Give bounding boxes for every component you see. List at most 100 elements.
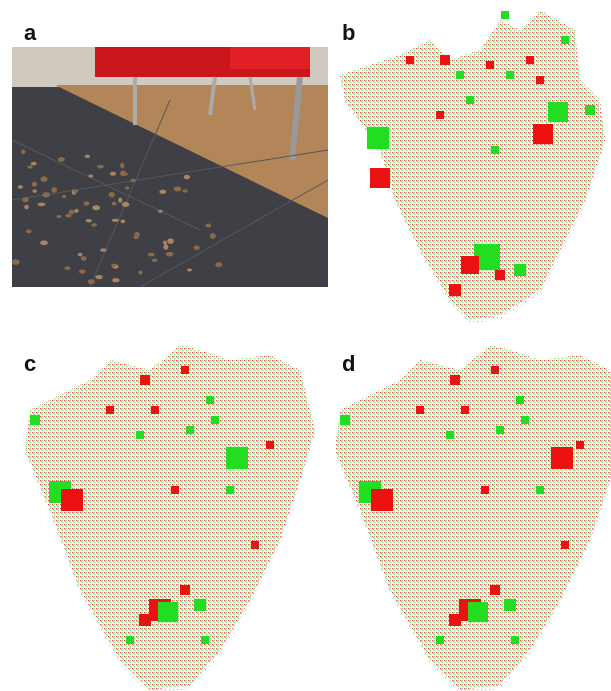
pebble — [167, 238, 174, 244]
keypoint — [504, 599, 516, 611]
keypoint — [561, 541, 569, 549]
keypoint — [511, 636, 519, 644]
keypoint — [561, 36, 569, 44]
pebble — [92, 205, 100, 210]
pebble — [78, 253, 83, 256]
keypoint — [416, 406, 424, 414]
keypoint — [136, 431, 144, 439]
keypoint — [126, 636, 134, 644]
panel-label: b — [342, 20, 355, 45]
photo — [12, 47, 328, 287]
pebble — [206, 224, 212, 228]
pebble — [112, 278, 120, 282]
pebble — [73, 189, 78, 192]
keypoint — [436, 636, 444, 644]
pebble — [122, 202, 130, 207]
keypoint — [533, 124, 553, 144]
keypoint — [158, 602, 178, 622]
pebble — [85, 155, 90, 158]
pebble — [182, 189, 187, 192]
keypoint — [536, 76, 544, 84]
pebble — [187, 268, 192, 271]
pebble — [121, 219, 125, 223]
pebble — [174, 186, 182, 191]
keypoint — [490, 585, 500, 595]
keypoint — [536, 486, 544, 494]
pebble — [38, 203, 46, 207]
keypoint — [491, 366, 499, 374]
pebble — [24, 205, 29, 209]
pebble — [215, 262, 222, 267]
keypoint — [194, 599, 206, 611]
keypoint — [548, 102, 568, 122]
keypoint — [140, 375, 150, 385]
keypoint — [449, 614, 461, 626]
keypoint — [495, 270, 505, 280]
pebble — [138, 271, 142, 275]
keypoint — [151, 406, 159, 414]
pebble — [120, 163, 124, 169]
pebble — [12, 259, 20, 265]
keypoint — [468, 602, 488, 622]
keypoint — [491, 146, 499, 154]
pebble — [21, 150, 25, 155]
pebble — [86, 219, 92, 222]
pebble — [166, 252, 174, 257]
pebble — [83, 201, 89, 205]
pebble — [18, 185, 23, 189]
keypoint — [181, 366, 189, 374]
keypoint — [266, 441, 274, 449]
keypoint — [516, 396, 524, 404]
pebble — [32, 189, 36, 192]
keypoint — [501, 11, 509, 19]
keypoint — [466, 96, 474, 104]
keypoint — [370, 168, 390, 188]
keypoint — [449, 284, 461, 296]
keypoint — [226, 486, 234, 494]
keypoint — [251, 541, 259, 549]
keypoint — [456, 71, 464, 79]
pebble — [109, 192, 115, 198]
figure: a b c d — [0, 0, 611, 691]
pebble — [31, 162, 37, 166]
keypoint — [450, 375, 460, 385]
pebble — [81, 256, 87, 261]
pebble — [91, 223, 97, 226]
pebble — [118, 197, 122, 202]
keypoint — [406, 56, 414, 64]
pebble — [125, 186, 129, 189]
pebble — [152, 259, 158, 262]
keypoint — [186, 426, 194, 434]
keypoint — [526, 56, 534, 64]
keypoint — [226, 447, 248, 469]
keypoint — [180, 585, 190, 595]
keypoint — [171, 486, 179, 494]
pebble — [120, 171, 127, 177]
keypoint — [514, 264, 526, 276]
pebble — [110, 172, 116, 176]
keypoint — [446, 431, 454, 439]
pebble — [97, 165, 104, 169]
keypoint — [211, 416, 219, 424]
pebble — [74, 209, 78, 213]
pebble — [112, 219, 120, 222]
pebble — [159, 190, 166, 194]
pebble — [42, 192, 50, 197]
pebble — [51, 187, 57, 193]
keypoint — [576, 441, 584, 449]
keypoint — [340, 415, 350, 425]
keypoint — [436, 111, 444, 119]
pebble — [62, 195, 66, 198]
pebble — [65, 266, 71, 270]
keypoint — [496, 426, 504, 434]
pebble — [210, 233, 216, 239]
pebble — [130, 179, 135, 183]
pebble — [65, 214, 71, 218]
keypoint — [585, 105, 595, 115]
cloud — [25, 345, 315, 690]
pebble — [163, 241, 167, 245]
keypoint — [461, 406, 469, 414]
pebble — [32, 182, 38, 187]
pebble — [88, 174, 93, 177]
pebble — [111, 264, 117, 267]
